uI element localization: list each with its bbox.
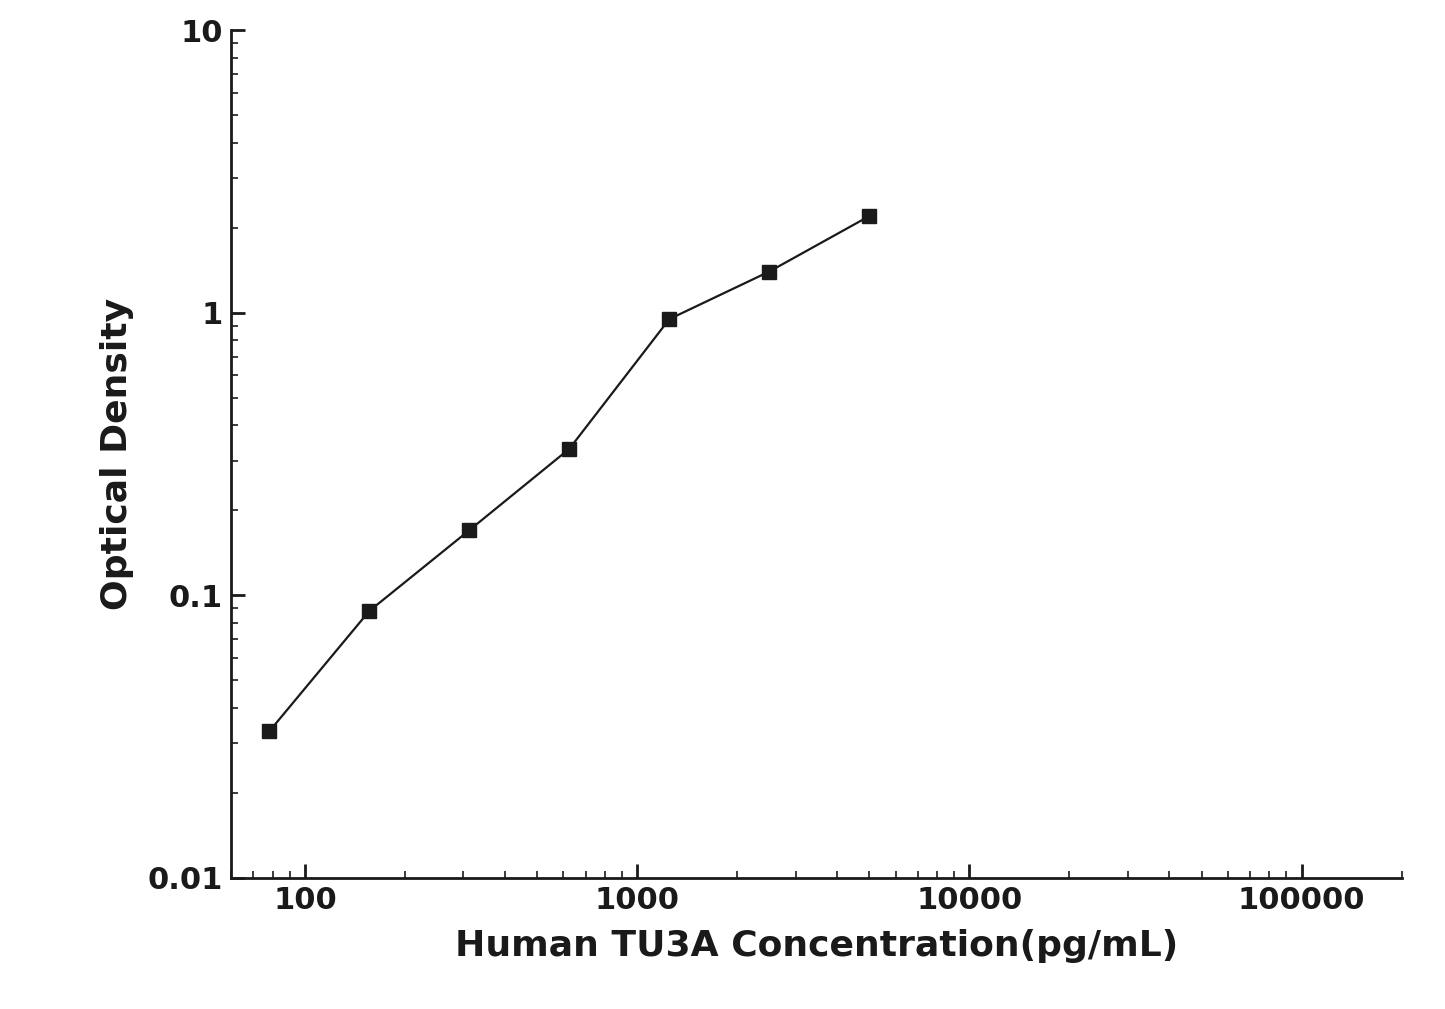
Y-axis label: Optical Density: Optical Density	[100, 298, 133, 610]
X-axis label: Human TU3A Concentration(pg/mL): Human TU3A Concentration(pg/mL)	[455, 929, 1178, 963]
